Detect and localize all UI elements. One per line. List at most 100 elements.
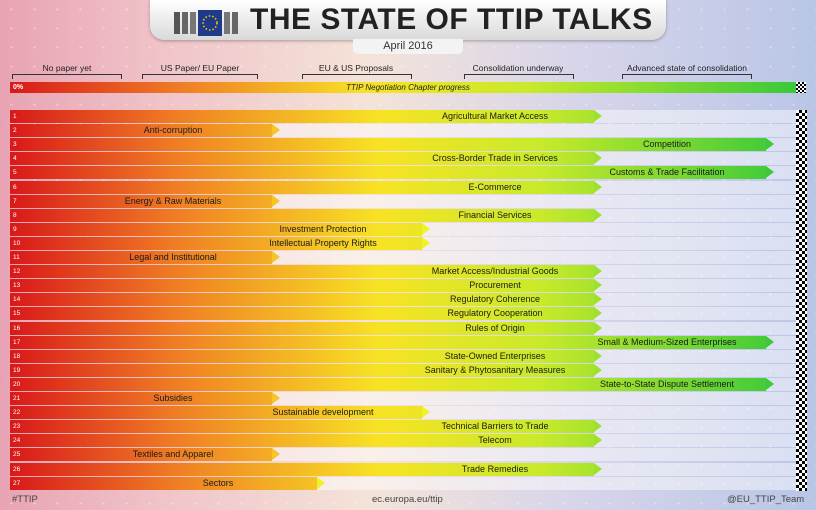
chapter-row: 6 E-Commerce — [10, 180, 796, 194]
chapter-row: 2 Anti-corruption — [10, 124, 796, 138]
row-number: 16 — [13, 324, 21, 332]
row-number: 13 — [13, 282, 21, 290]
row-number: 14 — [13, 296, 21, 304]
chapter-label: Energy & Raw Materials — [124, 195, 222, 206]
row-number: 25 — [13, 451, 21, 459]
chapter-bar — [10, 110, 594, 123]
chapter-bar — [10, 236, 422, 250]
chapter-bar — [10, 208, 594, 222]
chapter-row: 20 State-to-State Dispute Settlement — [10, 377, 796, 391]
chapter-label: Cross-Border Trade in Services — [432, 153, 558, 164]
row-number: 27 — [13, 479, 21, 487]
bar-arrow-tip — [594, 321, 602, 334]
bar-arrow-tip — [272, 392, 280, 404]
chapter-label: Sectors — [202, 477, 234, 488]
chapter-label: E-Commerce — [468, 181, 522, 192]
chapter-bar — [10, 166, 766, 180]
row-number: 26 — [13, 465, 21, 473]
row-number: 22 — [13, 409, 21, 417]
bar-arrow-tip — [594, 363, 602, 376]
chapter-bar — [10, 138, 766, 152]
chapter-row: 17 Small & Medium-Sized Enterprises — [10, 335, 796, 349]
chapter-bar — [10, 434, 594, 448]
page-title: THE STATE OF TTIP TALKS — [250, 3, 653, 36]
chapter-row: 5 Customs & Trade Facilitation — [10, 166, 796, 180]
chapter-row: 9 Investment Protection — [10, 222, 796, 236]
row-number: 7 — [13, 197, 17, 205]
bar-arrow-tip — [594, 180, 602, 193]
chapter-bar — [10, 363, 594, 377]
chapter-row: 19 Sanitary & Phytosanitary Measures — [10, 363, 796, 377]
stage-label-consolidation: Consolidation underway — [472, 63, 564, 73]
chapter-row: 24 Telecom — [10, 434, 796, 448]
bar-arrow-tip — [422, 406, 430, 419]
chapter-label: Agricultural Market Access — [441, 111, 549, 121]
chapter-label: Procurement — [469, 280, 521, 291]
chapter-row: 22 Sustainable development — [10, 406, 796, 420]
footer-hashtag: #TTIP — [12, 494, 38, 505]
title-banner: THE STATE OF TTIP TALKS — [150, 0, 666, 40]
bar-arrow-tip — [272, 194, 280, 207]
chapter-bar — [10, 462, 594, 476]
eu-logo-icon — [174, 10, 238, 36]
progress-label: TTIP Negotiation Chapter progress — [346, 83, 470, 92]
row-number: 10 — [13, 239, 21, 247]
row-number: 11 — [13, 254, 20, 261]
row-number: 19 — [13, 366, 21, 374]
chapter-label: State-Owned Enterprises — [444, 350, 546, 361]
bar-arrow-tip — [272, 251, 280, 263]
chapter-row: 8 Financial Services — [10, 208, 796, 222]
row-number: 8 — [13, 211, 17, 219]
stage-label-proposals: EU & US Proposals — [318, 63, 394, 73]
chapter-bar — [10, 335, 766, 349]
row-number: 24 — [13, 437, 21, 445]
chapter-bar — [10, 377, 766, 391]
row-number: 3 — [13, 141, 17, 149]
chapter-bar — [10, 307, 594, 321]
chapter-row: 7 Energy & Raw Materials — [10, 194, 796, 208]
chapter-row: 27 Sectors — [10, 476, 796, 490]
row-number: 6 — [13, 183, 17, 191]
chapter-bar — [10, 124, 272, 138]
row-number: 17 — [13, 338, 21, 346]
bar-arrow-tip — [272, 448, 280, 461]
chapter-row: 12 Market Access/Industrial Goods — [10, 265, 796, 279]
bar-arrow-tip — [594, 265, 602, 278]
footer-handle[interactable]: @EU_TTIP_Team — [727, 494, 805, 505]
progress-start-label: 0% — [13, 84, 24, 91]
chapter-label: Market Access/Industrial Goods — [431, 266, 559, 277]
chapter-bar — [10, 265, 594, 279]
stage-bracket — [302, 74, 412, 79]
row-number: 15 — [13, 310, 21, 318]
chapter-row: 21 Subsidies — [10, 392, 796, 405]
chapter-row: 4 Cross-Border Trade in Services — [10, 152, 796, 166]
chapter-label: Technical Barriers to Trade — [441, 421, 549, 432]
chapter-label: Small & Medium-Sized Enterprises — [597, 336, 737, 347]
bar-arrow-tip — [594, 279, 602, 292]
chapter-label: Sanitary & Phytosanitary Measures — [424, 364, 566, 375]
chapter-label: Telecom — [478, 435, 512, 446]
chapter-bar — [10, 152, 594, 166]
stage-label-advanced: Advanced state of consolidation — [626, 63, 748, 73]
chapter-label: Subsidies — [153, 393, 193, 403]
chapter-bar — [10, 279, 594, 293]
chapter-label: Legal and Institutional — [129, 252, 217, 262]
row-number: 2 — [13, 127, 17, 135]
bar-arrow-tip — [594, 307, 602, 320]
chapter-row: 3 Competition — [10, 138, 796, 152]
footer-url[interactable]: ec.europa.eu/ttip — [372, 494, 443, 505]
stage-bracket — [464, 74, 574, 79]
bar-arrow-tip — [594, 293, 602, 306]
row-number: 1 — [13, 113, 17, 120]
chapter-bar — [10, 321, 594, 335]
bar-arrow-tip — [594, 152, 602, 165]
chapter-label: Financial Services — [458, 209, 532, 220]
chapter-row: 11 Legal and Institutional — [10, 251, 796, 264]
bar-arrow-tip — [594, 434, 602, 447]
bar-arrow-tip — [422, 222, 430, 235]
chapter-row: 1 Agricultural Market Access — [10, 110, 796, 123]
chapter-bar — [10, 349, 594, 363]
chapter-row: 26 Trade Remedies — [10, 462, 796, 476]
chapter-row: 16 Rules of Origin — [10, 321, 796, 335]
progress-bar: 0% TTIP Negotiation Chapter progress — [10, 82, 806, 93]
